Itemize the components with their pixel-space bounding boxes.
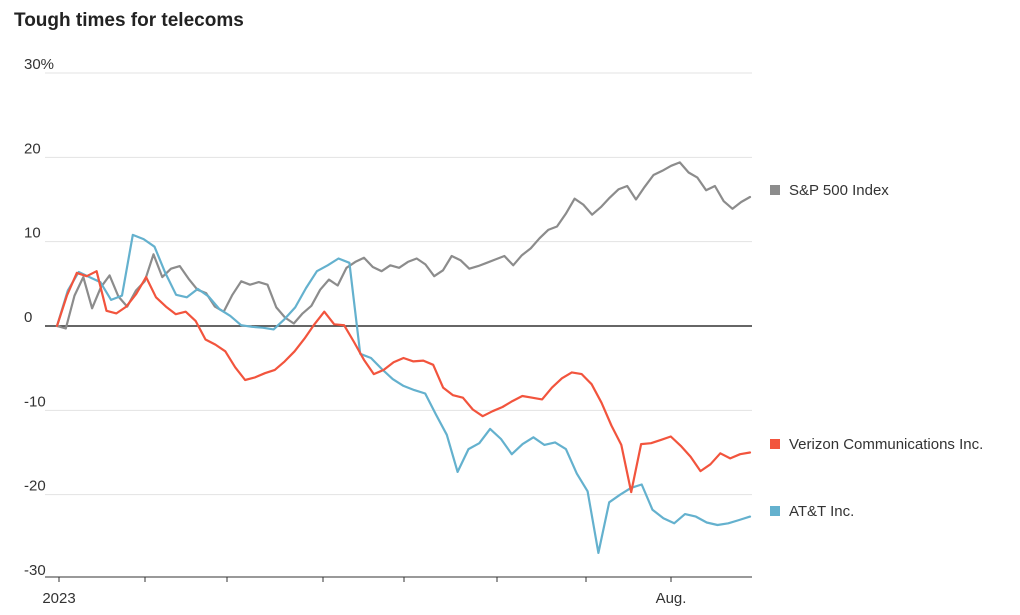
- x-tick-label: Aug.: [656, 590, 687, 607]
- y-axis-tick-labels: 30% 20 10 0 -10 -20 -30: [24, 56, 54, 579]
- legend: S&P 500 Index Verizon Communications Inc.…: [770, 182, 983, 520]
- gridlines: [45, 72, 752, 496]
- y-tick-label: 30%: [24, 56, 54, 73]
- legend-label-s-p-500-index: S&P 500 Index: [789, 182, 889, 199]
- y-tick-label: -10: [24, 393, 46, 410]
- legend-swatch-s-p-500-index: [770, 185, 780, 195]
- y-tick-label: 0: [24, 309, 32, 326]
- legend-label-at-t-inc: AT&T Inc.: [789, 503, 854, 520]
- y-tick-label: 10: [24, 225, 41, 242]
- series-lines: [55, 161, 752, 555]
- y-tick-label: 20: [24, 140, 41, 157]
- y-tick-label: -30: [24, 562, 46, 579]
- x-axis: 2023 Aug.: [42, 576, 752, 607]
- legend-swatch-at-t-inc: [770, 506, 780, 516]
- legend-swatch-verizon-communications-inc: [770, 439, 780, 449]
- y-tick-label: -20: [24, 478, 46, 495]
- chart-title: Tough times for telecoms: [14, 10, 244, 31]
- series-line-verizon-communications-inc: [55, 270, 752, 494]
- legend-label-verizon-communications-inc: Verizon Communications Inc.: [789, 436, 983, 453]
- series-line-s-p-500-index: [55, 161, 752, 330]
- series-line-at-t-inc: [55, 233, 752, 555]
- x-tick-label: 2023: [42, 590, 75, 607]
